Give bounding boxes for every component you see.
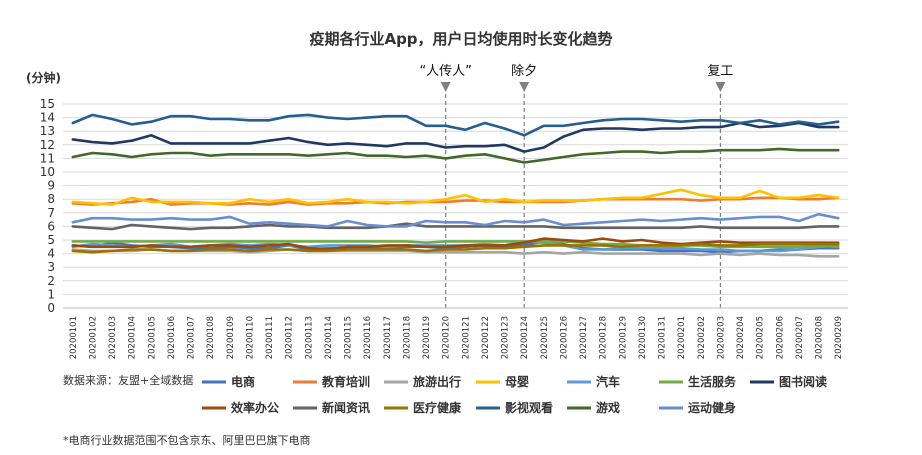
legend-label: 汽车: [596, 374, 620, 389]
x-tick-label: 20200111: [265, 316, 275, 359]
x-tick-label: 20200101: [69, 316, 79, 359]
x-tick-label: 20200113: [304, 316, 314, 359]
series-line-图书阅读: [71, 121, 840, 153]
x-tick-label: 20200131: [658, 316, 668, 359]
series-line-效率办公: [71, 237, 840, 251]
y-tick-label: 15: [40, 97, 55, 111]
x-tick-label: 20200103: [108, 316, 118, 359]
x-tick-label: 20200102: [88, 316, 98, 359]
x-tick-label: 20200128: [599, 316, 609, 359]
x-tick-label: 20200105: [147, 316, 157, 359]
x-tick-label: 20200205: [756, 316, 766, 359]
x-tick-label: 20200121: [461, 316, 471, 359]
series-line-运动健身: [71, 212, 840, 228]
series-line-影视观看: [71, 113, 840, 137]
x-tick-label: 20200106: [167, 316, 177, 359]
x-tick-label: 20200119: [422, 316, 432, 359]
legend-label: 生活服务: [688, 374, 737, 389]
legend-label: 图书阅读: [779, 374, 827, 389]
x-tick-label: 20200112: [285, 316, 295, 359]
x-tick-label: 20200104: [128, 316, 138, 359]
x-tick-label: 20200122: [481, 316, 491, 359]
y-tick-label: 10: [40, 165, 55, 179]
annotation-arrow-icon: [440, 82, 451, 92]
annotation-arrow-icon: [715, 82, 726, 92]
x-tick-label: 20200108: [206, 316, 216, 359]
y-tick-label: 6: [47, 219, 55, 233]
y-axis-unit: (分钟): [26, 70, 61, 85]
legend-label: 旅游出行: [413, 374, 461, 389]
y-tick-label: 11: [40, 151, 55, 165]
series-line-母婴: [71, 188, 840, 206]
x-tick-label: 20200115: [344, 316, 354, 359]
legend-label: 电商: [231, 374, 255, 389]
y-tick-label: 9: [47, 179, 55, 193]
legend-label: 运动健身: [688, 400, 736, 415]
x-tick-label: 20200116: [363, 316, 373, 359]
y-tick-label: 7: [47, 206, 55, 220]
y-tick-label: 4: [47, 247, 55, 261]
series-line-游戏: [71, 147, 840, 164]
y-tick-label: 0: [47, 301, 55, 315]
x-tick-label: 20200120: [442, 316, 452, 359]
x-tick-label: 20200117: [383, 316, 393, 359]
legend-label: 教育培训: [321, 374, 370, 389]
x-tick-label: 20200126: [559, 316, 569, 359]
x-tick-label: 20200123: [501, 316, 511, 359]
y-tick-label: 12: [40, 138, 55, 152]
x-tick-label: 20200114: [324, 316, 334, 359]
x-tick-label: 20200124: [520, 316, 530, 359]
y-tick-label: 5: [47, 233, 55, 247]
series-line-生活服务: [71, 240, 840, 249]
chart-title: 疫期各行业App，用户日均使用时长变化趋势: [309, 30, 612, 48]
x-tick-label: 20200109: [226, 316, 236, 359]
annotation-label: “人传人”: [419, 64, 471, 79]
y-tick-label: 2: [47, 274, 55, 288]
x-tick-label: 20200202: [697, 316, 707, 359]
x-tick-label: 20200107: [187, 316, 197, 359]
x-tick-label: 20200204: [736, 316, 746, 359]
x-tick-label: 20200203: [716, 316, 726, 359]
annotation-label: 除夕: [511, 64, 537, 79]
series-line-新闻资讯: [71, 222, 840, 231]
legend-label: 效率办公: [231, 400, 279, 415]
x-tick-label: 20200125: [540, 316, 550, 359]
x-tick-label: 20200201: [677, 316, 687, 359]
x-tick-label: 20200209: [834, 316, 844, 359]
x-tick-label: 20200129: [618, 316, 628, 359]
y-tick-label: 14: [40, 111, 55, 125]
legend-label: 新闻资讯: [322, 400, 370, 415]
annotation-arrow-icon: [519, 82, 530, 92]
data-source: 数据来源：友盟+全域数据: [63, 373, 193, 387]
y-tick-label: 13: [40, 124, 55, 138]
legend-label: 游戏: [596, 400, 620, 415]
legend-label: 母婴: [505, 375, 529, 389]
annotations: “人传人” 除夕 复工: [419, 64, 733, 308]
x-tick-label: 20200208: [815, 316, 825, 359]
x-tick-label: 20200118: [402, 316, 412, 359]
series-lines: [71, 113, 840, 258]
footnote: *电商行业数据范围不包含京东、阿里巴巴旗下电商: [63, 433, 311, 447]
y-tick-label: 8: [47, 192, 55, 206]
series-line-医疗健康: [71, 242, 840, 254]
x-tick-label: 20200207: [795, 316, 805, 359]
y-tick-label: 3: [47, 260, 55, 274]
legend-label: 医疗健康: [413, 400, 462, 415]
y-tick-label: 1: [47, 287, 55, 301]
x-tick-label: 20200206: [775, 316, 785, 359]
x-tick-label: 20200110: [245, 316, 255, 359]
x-tick-label: 20200130: [638, 316, 648, 359]
annotation-label: 复工: [707, 64, 733, 79]
legend-label: 影视观看: [505, 400, 553, 415]
series-line-电商: [71, 240, 840, 254]
x-tick-label: 20200127: [579, 316, 589, 359]
